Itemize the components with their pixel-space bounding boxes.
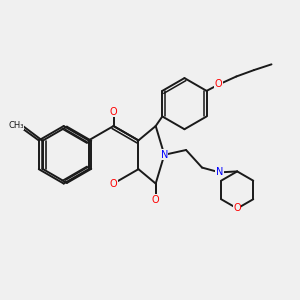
Text: O: O (110, 178, 117, 189)
Text: N: N (160, 150, 168, 160)
Text: O: O (233, 203, 241, 214)
Text: CH₃: CH₃ (9, 121, 24, 130)
Text: O: O (152, 194, 160, 205)
Text: O: O (215, 80, 223, 89)
Text: N: N (216, 167, 223, 177)
Text: O: O (110, 106, 117, 117)
